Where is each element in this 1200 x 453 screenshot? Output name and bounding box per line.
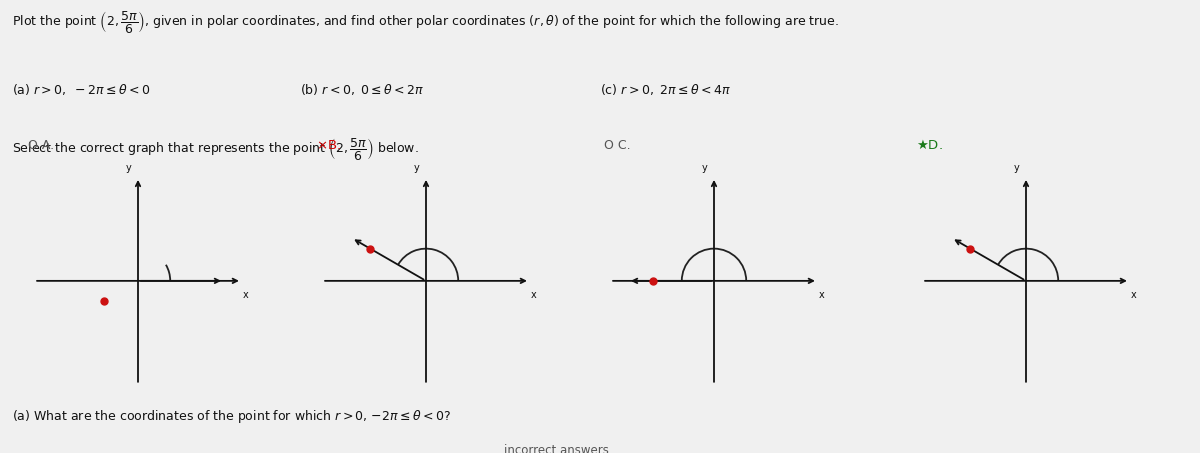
Text: Select the correct graph that represents the point $\left(2,\dfrac{5\pi}{6}\righ: Select the correct graph that represents… [12, 136, 419, 162]
Text: Plot the point $\left(2,\dfrac{5\pi}{6}\right)$, given in polar coordinates, and: Plot the point $\left(2,\dfrac{5\pi}{6}\… [12, 9, 839, 35]
Text: (b) $r<0,\ 0\leq\theta<2\pi$: (b) $r<0,\ 0\leq\theta<2\pi$ [300, 82, 425, 96]
Text: (c) $r>0,\ 2\pi\leq\theta<4\pi$: (c) $r>0,\ 2\pi\leq\theta<4\pi$ [600, 82, 731, 96]
Text: x: x [818, 290, 824, 300]
Text: y: y [702, 164, 708, 173]
Text: x: x [242, 290, 248, 300]
Text: (a) What are the coordinates of the point for which $r>0$, $-2\pi\leq\theta<0$?: (a) What are the coordinates of the poin… [12, 408, 451, 425]
Text: O C.: O C. [604, 139, 631, 152]
Text: y: y [126, 164, 132, 173]
Text: $\times$B.: $\times$B. [316, 139, 341, 152]
Text: y: y [414, 164, 420, 173]
Text: (a) $r>0,\ -2\pi\leq\theta<0$: (a) $r>0,\ -2\pi\leq\theta<0$ [12, 82, 150, 96]
Text: x: x [530, 290, 536, 300]
Text: x: x [1130, 290, 1136, 300]
Text: incorrect answers.: incorrect answers. [504, 444, 613, 453]
Text: O A.: O A. [29, 139, 54, 152]
Text: y: y [1014, 164, 1020, 173]
Text: $\bigstar$D.: $\bigstar$D. [917, 139, 943, 152]
